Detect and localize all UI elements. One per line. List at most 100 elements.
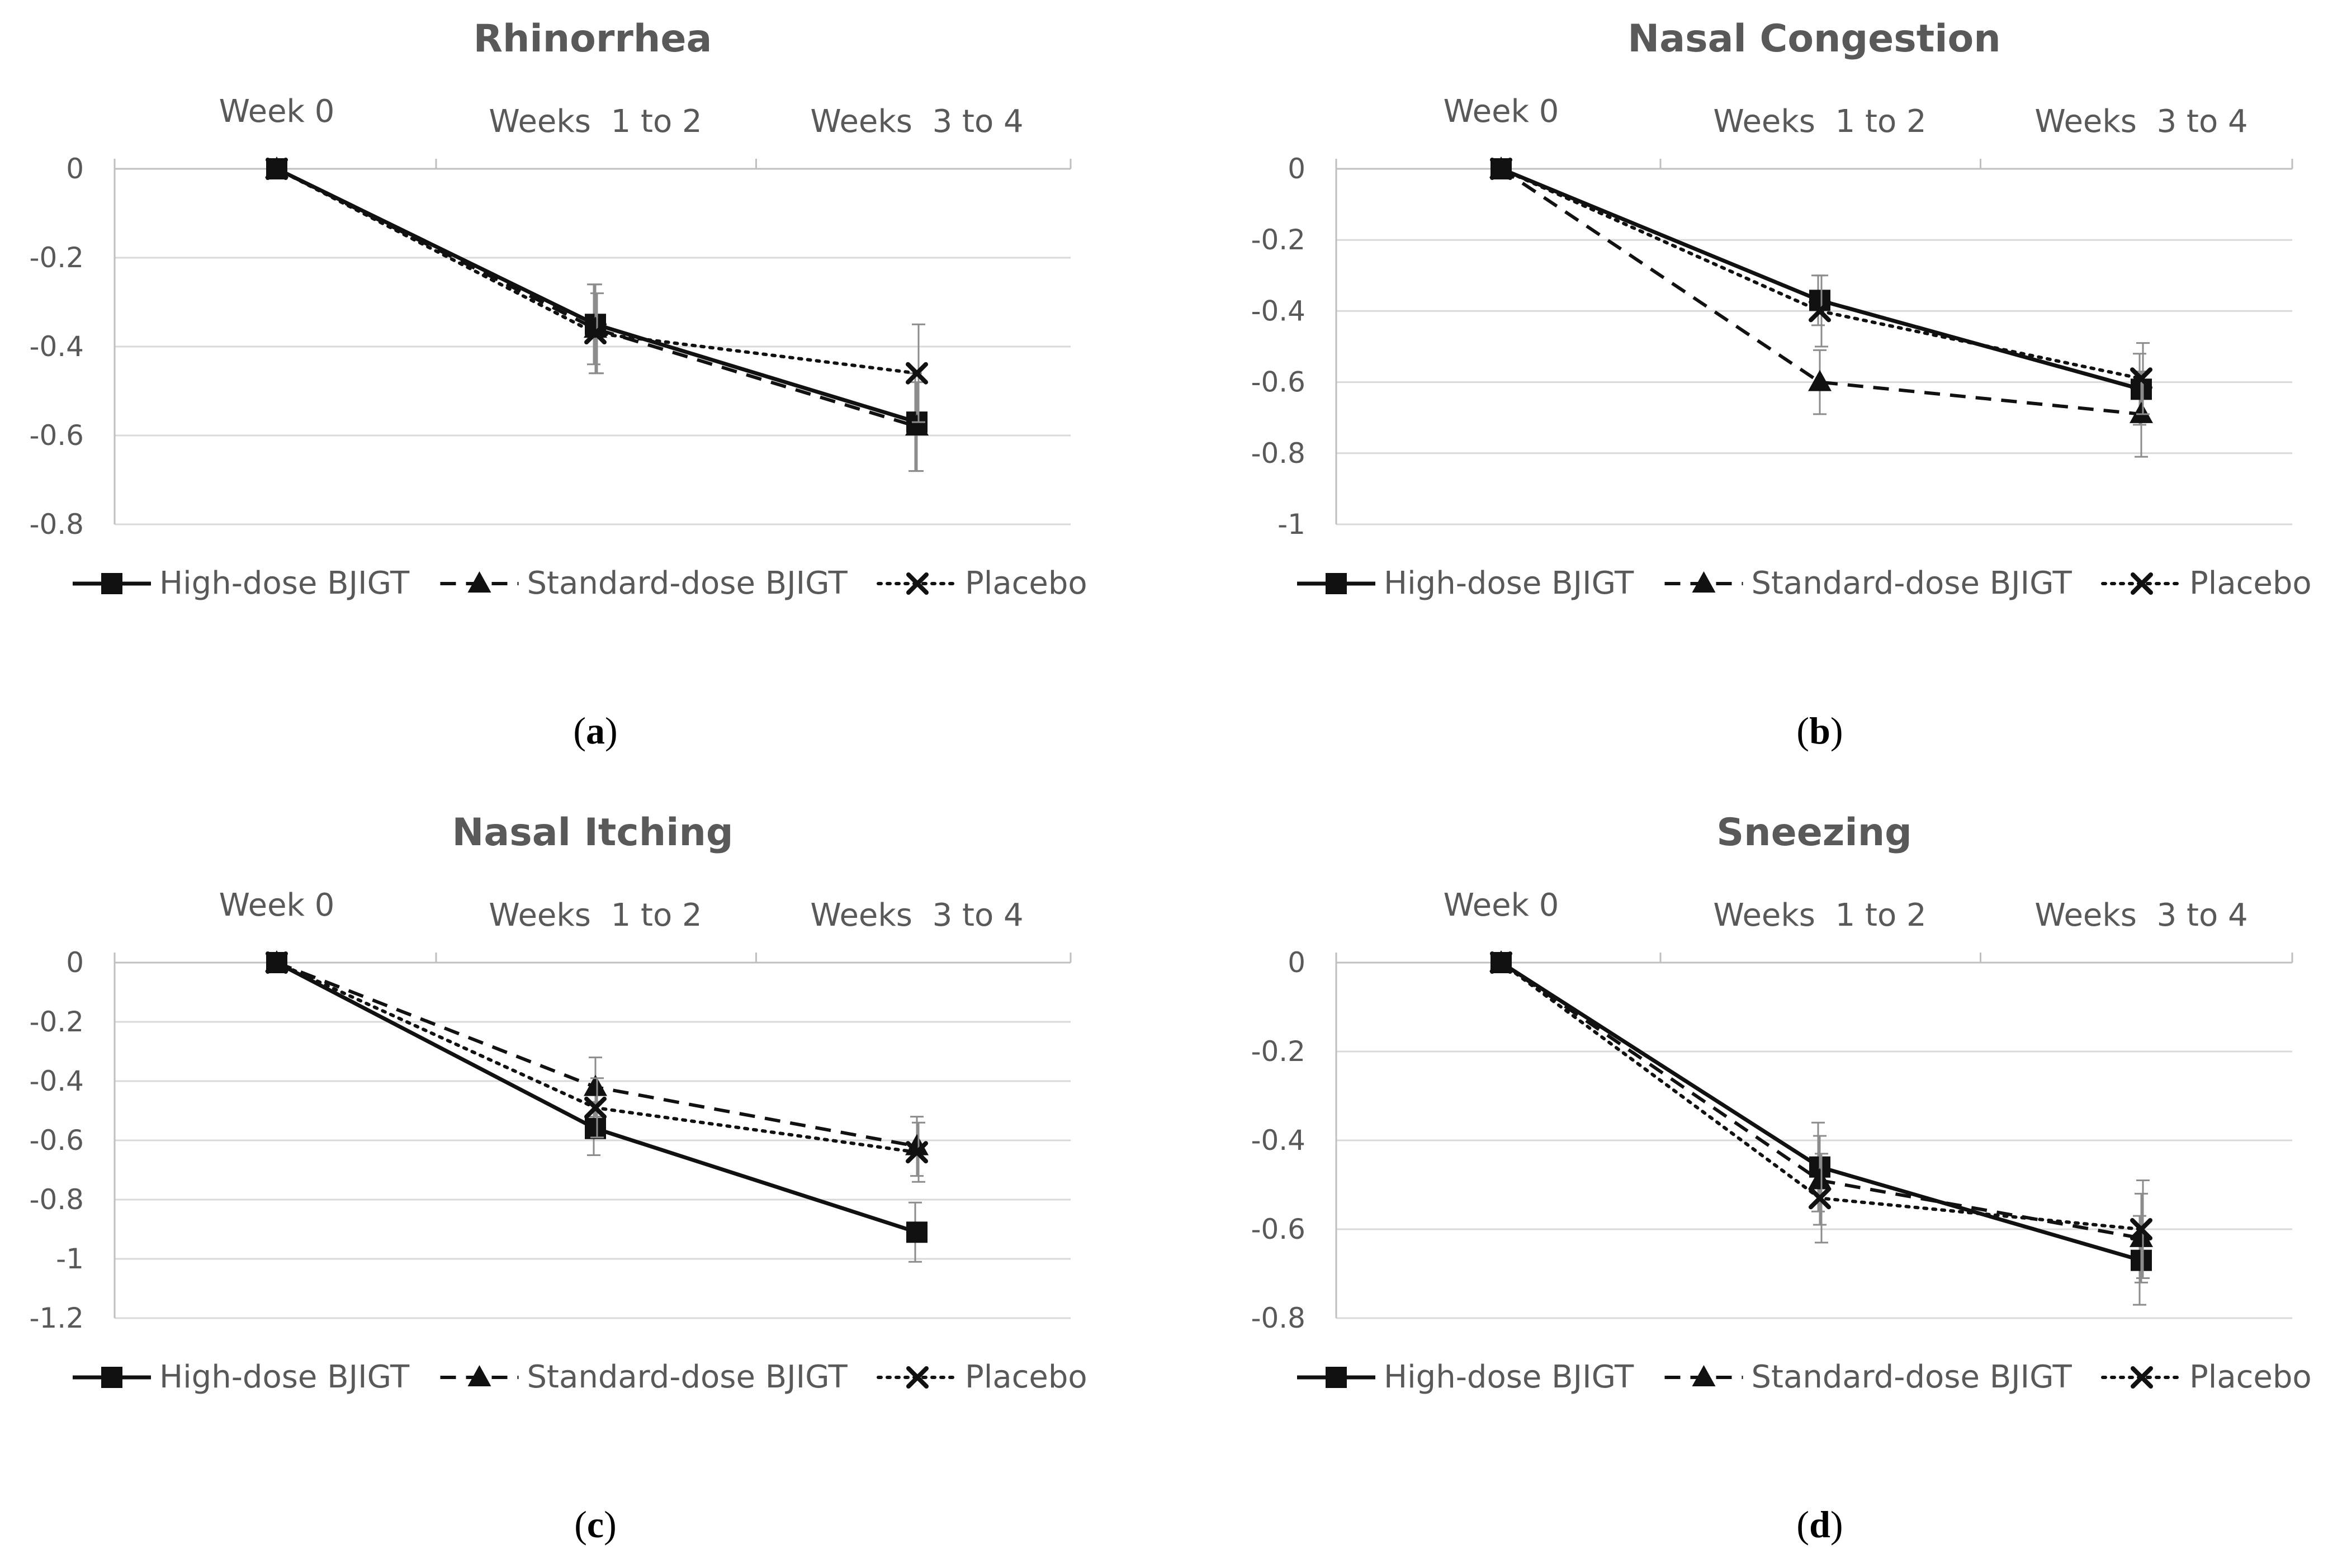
x-category-label: Week 0: [219, 887, 335, 923]
y-tick-label: -1: [1277, 508, 1305, 541]
y-tick-label: -0.4: [1251, 295, 1305, 327]
series-placebo: [1490, 951, 2152, 1279]
data-point-marker: [266, 951, 288, 974]
data-point-marker: [2130, 367, 2152, 390]
y-tick-label: -0.4: [29, 330, 84, 363]
data-point-marker: [905, 1134, 929, 1155]
x-category-label: Weeks 1 to 2: [489, 103, 702, 140]
chart-title: Sneezing: [1716, 811, 1912, 855]
data-point-marker: [584, 1096, 607, 1119]
data-point-marker: [906, 1221, 928, 1243]
data-point-marker: [584, 1074, 607, 1096]
legend-label: Standard-dose BJIGT: [1752, 1359, 2073, 1395]
y-tick-label: -0.6: [1251, 1213, 1305, 1245]
y-tick-label: -0.6: [1251, 366, 1305, 399]
x-category-label: Weeks 3 to 4: [2034, 897, 2247, 934]
data-point-marker: [1808, 1168, 1832, 1190]
x-category-label: Weeks 1 to 2: [489, 897, 702, 934]
caption-open-paren: (: [1796, 709, 1809, 752]
series-line: [276, 167, 917, 428]
legend-label: Standard-dose BJIGT: [1752, 565, 2073, 601]
chart-panel-c: Nasal Itching 0 -0.2 -0.4 -0.6 -0.8 -1 -1.2 Week…: [29, 811, 1087, 1546]
data-point-marker: [906, 362, 928, 385]
caption-letter: b: [1809, 709, 1830, 752]
y-tick-label: -0.4: [1251, 1124, 1305, 1157]
data-point-marker: [1808, 370, 1832, 391]
chart-title: Rhinorrhea: [474, 17, 712, 61]
panel-caption: (a): [573, 709, 617, 752]
data-point-marker: [2130, 401, 2153, 423]
legend-label: Placebo: [2189, 1359, 2312, 1395]
legend-label: Placebo: [965, 1359, 1087, 1395]
legend-marker: [1692, 1365, 1716, 1386]
x-category-label: Weeks 3 to 4: [810, 897, 1023, 934]
data-point-marker: [2130, 1225, 2153, 1247]
data-point-marker: [906, 1141, 928, 1164]
caption-open-paren: (: [573, 709, 586, 752]
legend-marker: [1326, 1367, 1347, 1388]
data-point-marker: [266, 158, 288, 180]
data-point-marker: [1490, 951, 1512, 974]
caption-letter: d: [1809, 1503, 1830, 1546]
legend: High-dose BJIGT Standard-dose BJIGT Placeb…: [73, 565, 1087, 601]
caption-open-paren: (: [574, 1503, 587, 1546]
caption-open-paren: (: [1796, 1503, 1809, 1546]
data-point-marker: [2130, 1218, 2152, 1240]
y-tick-label: -0.2: [1251, 1035, 1305, 1068]
legend-label: High-dose BJIGT: [159, 1359, 410, 1395]
panel-caption: (d): [1796, 1503, 1843, 1546]
legend: High-dose BJIGT Standard-dose BJIGT Placeb…: [1297, 1359, 2312, 1395]
y-tick-label: 0: [66, 946, 84, 979]
legend-marker: [467, 1365, 491, 1386]
chart-panel-b: Nasal Congestion 0 -0.2 -0.4 -0.6 -0.8 -1 Week …: [1251, 17, 2311, 752]
legend-marker: [467, 571, 491, 593]
legend-label: High-dose BJIGT: [1384, 565, 1634, 601]
caption-close-paren: ): [605, 709, 618, 752]
legend-marker: [1326, 573, 1347, 594]
caption-close-paren: ): [1830, 1503, 1843, 1546]
y-tick-label: -0.2: [29, 241, 84, 274]
y-tick-label: 0: [1288, 153, 1305, 185]
data-point-marker: [585, 1117, 606, 1139]
data-point-marker: [905, 414, 929, 436]
y-tick-label: -0.8: [29, 508, 84, 541]
series-high-dose-bjigt: [1491, 952, 2152, 1306]
x-category-label: Week 0: [1444, 887, 1559, 923]
series-line: [1500, 167, 2142, 416]
x-category-label: Week 0: [219, 93, 335, 130]
data-point-marker: [1809, 300, 1831, 323]
legend-marker: [906, 572, 929, 595]
legend-marker: [101, 573, 122, 594]
y-tick-label: 0: [66, 153, 84, 185]
data-point-marker: [1490, 158, 1512, 180]
x-category-label: Weeks 1 to 2: [1713, 103, 1926, 140]
y-tick-label: -0.2: [1251, 224, 1305, 256]
panel-caption: (c): [574, 1503, 617, 1546]
y-tick-label: -0.2: [29, 1006, 84, 1038]
caption-letter: a: [586, 709, 605, 752]
y-tick-label: -1.2: [29, 1302, 84, 1334]
legend-label: Standard-dose BJIGT: [527, 1359, 848, 1395]
x-category-label: Weeks 1 to 2: [1713, 897, 1926, 934]
legend-label: Placebo: [965, 565, 1087, 601]
y-tick-label: -0.6: [29, 419, 84, 452]
chart-panel-a: Rhinorrhea 0 -0.2 -0.4 -0.6 -0.8 Week 0 Weeks 1…: [29, 17, 1087, 752]
y-tick-label: -1: [56, 1243, 84, 1275]
legend: High-dose BJIGT Standard-dose BJIGT Placeb…: [1297, 565, 2312, 601]
data-point-marker: [584, 322, 607, 345]
legend-marker: [2131, 572, 2153, 595]
legend-label: Standard-dose BJIGT: [527, 565, 848, 601]
y-tick-label: -0.8: [1251, 437, 1305, 470]
x-category-label: Week 0: [1444, 93, 1559, 130]
series-standard-dose-bjigt: [265, 950, 929, 1177]
series-placebo: [266, 158, 928, 423]
series-placebo: [1490, 158, 2152, 415]
legend-marker: [101, 1367, 122, 1388]
y-tick-label: 0: [1288, 946, 1305, 979]
y-tick-label: -0.8: [29, 1183, 84, 1216]
caption-close-paren: ): [604, 1503, 617, 1546]
legend-marker: [2131, 1366, 2153, 1389]
caption-letter: c: [587, 1503, 604, 1546]
x-category-label: Weeks 3 to 4: [2034, 103, 2247, 140]
